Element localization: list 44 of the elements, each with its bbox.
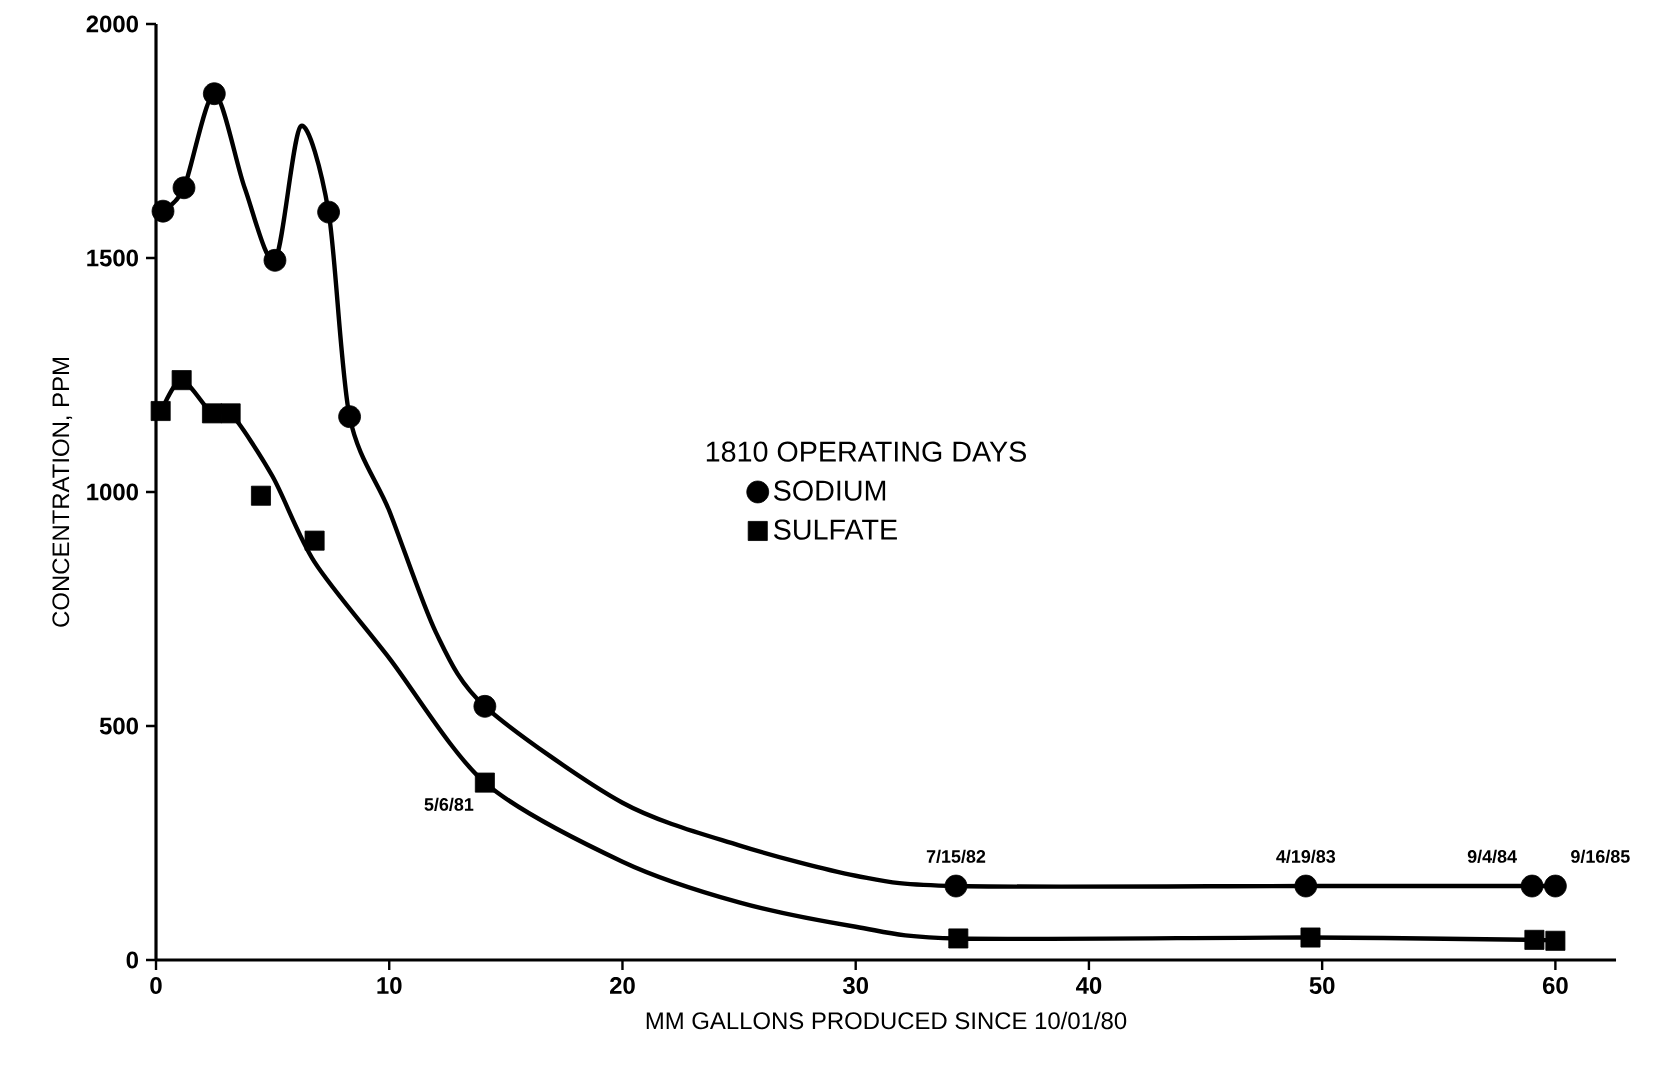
point — [304, 530, 325, 551]
annotation: 7/15/82 — [926, 849, 986, 863]
x-tick-label: 60 — [1542, 977, 1568, 994]
x-axis-title: MM GALLONS PRODUCED SINCE 10/01/80 — [646, 1011, 1127, 1030]
point — [171, 370, 192, 391]
legend-label: SODIUM — [774, 480, 886, 501]
y-tick-label: 0 — [126, 951, 138, 969]
point — [1300, 927, 1321, 948]
point — [151, 199, 175, 223]
point — [1544, 874, 1567, 898]
annotation: 9/4/84 — [1467, 849, 1517, 863]
y-tick-label: 1000 — [87, 483, 138, 501]
point — [202, 82, 226, 106]
legend-label: SULFATE — [774, 519, 897, 540]
x-tick-label: 10 — [377, 977, 402, 994]
y-tick-label: 500 — [99, 717, 138, 735]
annotation: 9/16/85 — [1571, 849, 1630, 863]
point — [251, 485, 271, 506]
point — [474, 772, 495, 793]
x-tick-label: 40 — [1076, 977, 1102, 994]
y-tick-label: 1500 — [87, 249, 138, 267]
point — [948, 928, 969, 949]
point — [473, 694, 497, 718]
x-tick-label: 30 — [842, 977, 868, 994]
point — [317, 200, 340, 224]
annotation: 4/19/83 — [1276, 849, 1336, 863]
point — [944, 874, 968, 898]
point — [1520, 874, 1544, 898]
point — [150, 401, 171, 421]
y-axis-title: CONCENTRATION, PPM — [52, 358, 73, 627]
point — [1294, 874, 1318, 898]
annotation: 5/6/81 — [424, 797, 474, 811]
point — [202, 403, 222, 424]
point — [1545, 930, 1566, 951]
point — [220, 403, 241, 424]
legend-title: 1810 OPERATING DAYS — [706, 441, 1026, 462]
x-tick-label: 50 — [1309, 977, 1335, 994]
point — [263, 248, 287, 272]
point — [338, 405, 361, 428]
point — [172, 176, 196, 200]
y-tick-label: 2000 — [86, 15, 138, 33]
x-tick-label: 20 — [610, 977, 635, 994]
x-tick-label: 0 — [150, 977, 162, 994]
point — [1524, 929, 1545, 950]
